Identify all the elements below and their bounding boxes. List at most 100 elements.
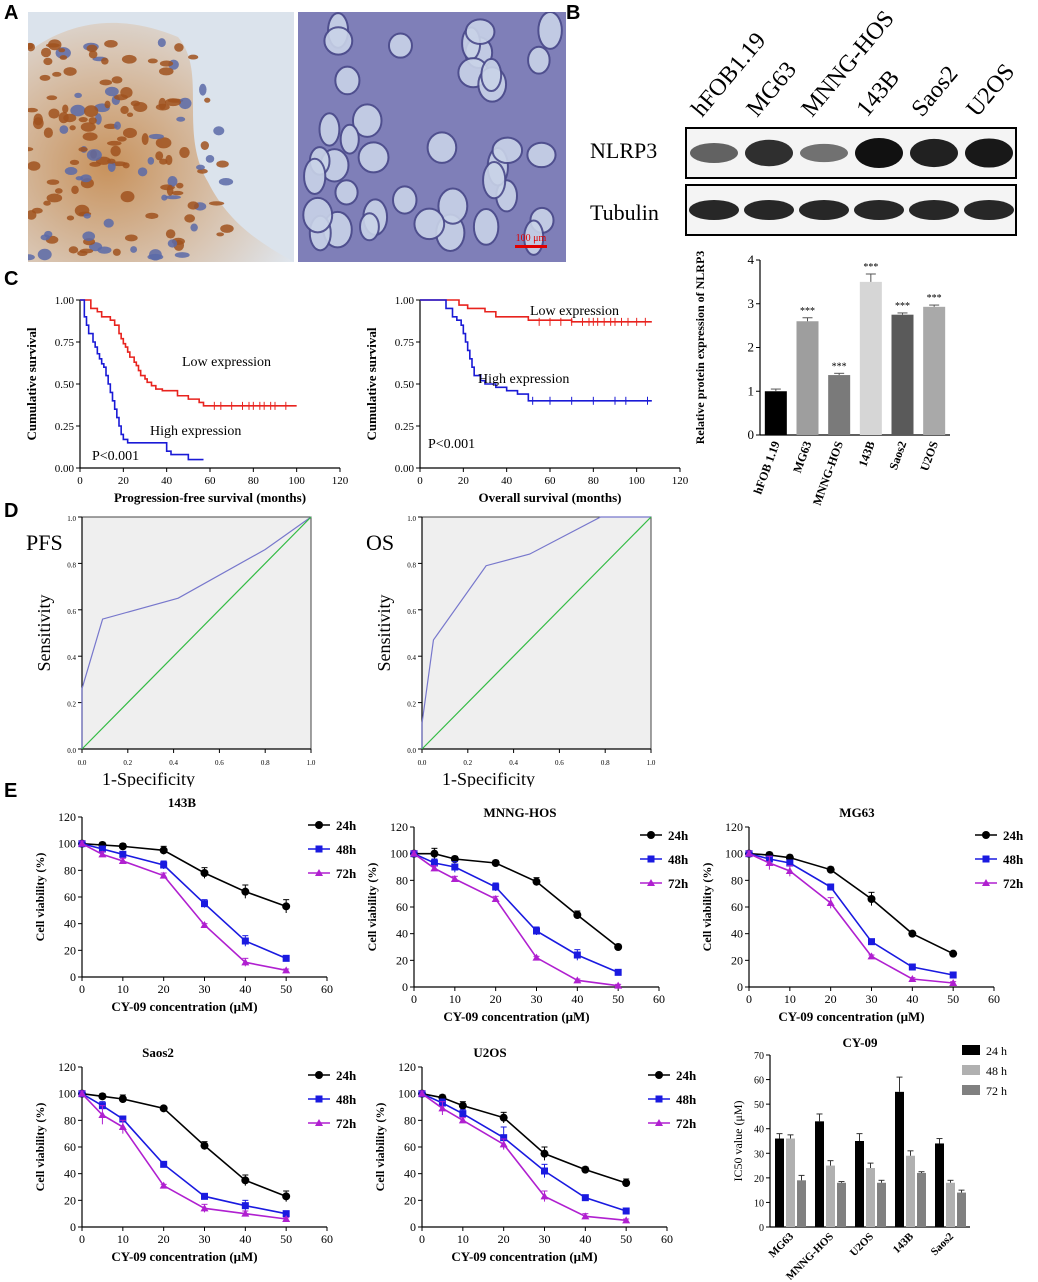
chondrocyte-cell [318,112,341,147]
x-tick-label: 120 [332,475,349,487]
legend-label: 24h [1003,828,1024,843]
x-tick-label: 40 [906,992,918,1006]
data-point [581,1165,590,1174]
y-tick-label: 0.50 [395,379,415,391]
significance-label: *** [927,293,942,304]
x-axis-label: CY-09 concentration (μM) [111,1249,257,1264]
stained-cell [159,60,174,67]
data-point [949,979,958,986]
stained-cell [45,43,60,48]
y-tick-label: 0 [70,1220,76,1234]
bar-143b-24h [895,1091,904,1227]
y-tick-label: 40 [396,927,408,941]
bar-mnng-hos-72h [837,1182,846,1227]
stained-cell [43,200,51,206]
y-tick-label: 0 [759,1223,764,1234]
y-tick-label: 0.8 [407,561,416,569]
stained-cell [84,105,99,118]
roc-line-roc [81,516,312,749]
bar-saos2 [891,314,914,435]
stained-cell [126,112,134,117]
y-tick-label: 80 [396,873,408,887]
y-tick-label: 100 [725,847,743,861]
chondrocyte-cell [303,157,327,195]
stained-cell [165,195,181,200]
stained-cell [80,174,92,183]
x-tick-label: 40 [161,475,173,487]
y-tick-label: 20 [64,943,76,957]
x-tick-label: 10 [457,1232,469,1246]
series-line-72h [81,842,287,972]
stained-cell [63,67,77,76]
stained-cell [77,250,88,257]
data-point [492,883,500,891]
stained-cell [86,149,102,161]
stained-cell [120,190,135,203]
stained-cell [161,194,168,201]
stained-cell [78,147,88,152]
y-tick-label: 60 [396,900,408,914]
nlrp3-band [910,138,958,168]
y-tick-label: 20 [396,953,408,967]
stained-cell [157,38,166,48]
stained-cell [133,101,148,112]
y-tick-label: 60 [731,900,743,914]
x-axis-label: Overall survival (months) [479,490,622,505]
data-point [200,921,209,928]
x-tick-label: 0.8 [601,759,610,767]
legend-label: 72 h [986,1084,1007,1098]
lane-label: 143B [852,65,905,122]
y-tick-label: 80 [64,863,76,877]
y-tick-label: 0.8 [67,561,76,569]
y-tick-label: 70 [754,1051,764,1062]
x-tick-label: 0.0 [418,759,427,767]
stained-cell [28,147,34,152]
stained-cell [83,213,91,219]
x-tick-label: 100 [288,475,305,487]
y-tick-label: 1 [748,383,755,398]
stained-cell [205,154,215,163]
data-point [119,850,127,858]
chondrocyte-cell [464,18,496,46]
tubulin-band [964,200,1014,220]
chondrocyte-cell [537,12,563,50]
y-tick-label: 0.6 [407,608,416,616]
stained-cell [147,58,158,64]
data-point [98,850,107,858]
series-line-48h [421,1092,627,1212]
x-axis-label: 1-Specificity [442,769,535,787]
stained-cell [148,133,164,140]
viability-u2os-chart: 0 20 40 60 80 100 120 0 10 20 30 40 50 60 24h 48h 72h U2O… [373,1045,697,1264]
stained-cell [28,107,38,113]
data-point [491,859,500,867]
km-curve-high-expression [420,299,652,402]
x-tick-label: 0.0 [78,759,87,767]
stained-cell [190,223,198,232]
stained-cell [213,126,225,136]
x-tick-label: 20 [490,992,502,1006]
y-tick-label: 0.25 [55,421,75,433]
stained-cell [54,188,63,194]
category-label: MNNG-HOS [810,439,846,507]
data-point [282,1192,291,1201]
data-point [201,1192,208,1200]
data-point [827,883,835,891]
bar-mg63-72h [797,1180,806,1227]
data-point [98,1111,107,1118]
y-axis-label: IC50 value (μM) [731,1100,745,1181]
annotation-label: Low expression [182,355,271,370]
stained-cell [137,167,148,177]
data-point [200,1141,209,1150]
data-point [532,953,541,961]
stained-cell [200,141,210,150]
bar-mnng-hos-48h [826,1165,835,1227]
stained-cell [106,140,122,146]
y-tick-label: 0.4 [67,654,76,662]
stained-cell [204,97,211,103]
stained-cell [184,214,196,223]
x-tick-label: 40 [501,475,513,487]
x-tick-label: 1.0 [307,759,316,767]
data-point [200,1204,209,1212]
data-point [159,1181,168,1189]
